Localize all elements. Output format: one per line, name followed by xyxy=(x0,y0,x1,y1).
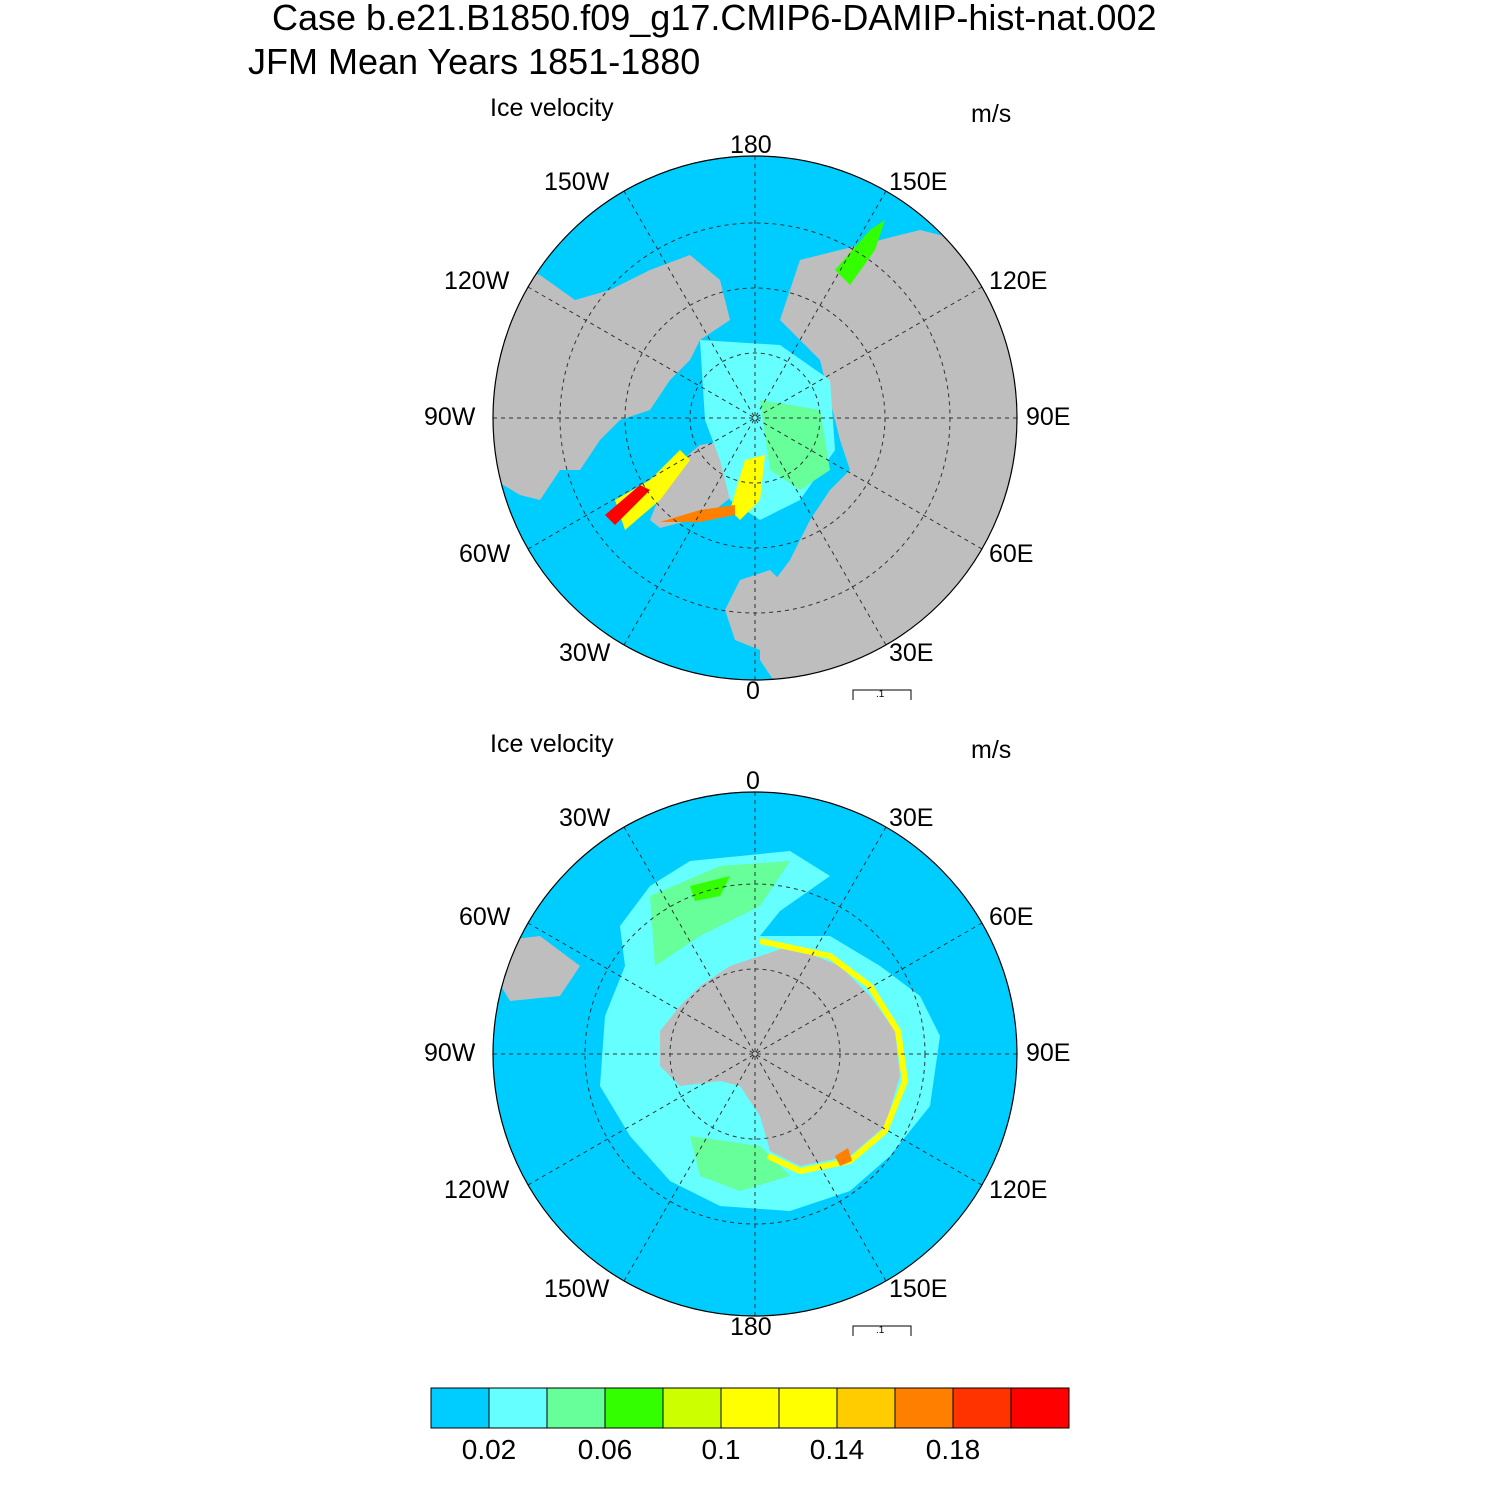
lon-label-ur1: 30E xyxy=(889,804,934,832)
north-polar-panel: Ice velocity m/s xyxy=(0,0,1500,705)
arctic-ice-mid xyxy=(760,400,830,490)
weddell-ice-mid xyxy=(650,861,790,966)
map-border xyxy=(492,791,1018,1317)
north-america-land xyxy=(493,255,730,500)
bering-ice-green xyxy=(835,220,885,285)
colorbar-tick-label: 0.18 xyxy=(925,1434,981,1465)
coastal-ice-yellow xyxy=(759,938,909,1175)
plot-title-line1: Case b.e21.B1850.f09_g17.CMIP6-DAMIP-his… xyxy=(272,0,1157,38)
colorbar xyxy=(430,1387,1070,1429)
ref-vector-label: .1 xyxy=(876,689,885,700)
lon-label-right: 90E xyxy=(1026,403,1071,431)
fram-strait-orange xyxy=(660,505,735,522)
lon-label-left: 90W xyxy=(424,403,476,431)
antarctica-land xyxy=(660,946,900,1166)
lon-label-ul1: 150W xyxy=(544,168,610,196)
panel-left-label: Ice velocity xyxy=(490,94,614,122)
graticule xyxy=(493,156,1017,680)
ross-ice-mid xyxy=(690,1136,790,1191)
panel-units-label: m/s xyxy=(971,736,1012,764)
lon-label-bottom: 180 xyxy=(730,1313,772,1341)
colorbar-tick-label: 0.1 xyxy=(701,1434,741,1465)
colorbar-tick-label: 0.02 xyxy=(461,1434,517,1465)
plot-title-line2: JFM Mean Years 1851-1880 xyxy=(248,41,701,82)
colorbar-box xyxy=(488,1387,548,1429)
colorbar-box xyxy=(430,1387,490,1429)
lon-label-lr1: 120E xyxy=(989,1176,1048,1204)
colorbar-box xyxy=(720,1387,780,1429)
weddell-ice-green xyxy=(690,876,730,901)
lon-label-ll2: 150W xyxy=(544,1275,610,1303)
colorbar-box xyxy=(662,1387,722,1429)
colorbar-box xyxy=(778,1387,838,1429)
lon-label-ll1: 120W xyxy=(444,1176,510,1204)
lon-label-ul1: 30W xyxy=(559,804,611,832)
map-border xyxy=(492,155,1018,681)
transpolar-drift-yellow xyxy=(730,455,765,520)
panel-units-label: m/s xyxy=(971,100,1012,128)
lon-label-top: 180 xyxy=(730,131,772,159)
ref-vector-box xyxy=(852,1325,912,1336)
lon-label-right: 90E xyxy=(1026,1039,1071,1067)
south-polar-panel: Ice velocity m/s xyxy=(0,636,1500,1341)
colorbar-box xyxy=(546,1387,606,1429)
lon-label-ur2: 60E xyxy=(989,903,1034,931)
lon-label-ll1: 60W xyxy=(459,540,511,568)
eurasia-land xyxy=(760,230,1017,680)
baffin-ice-red xyxy=(605,485,650,525)
north-polar-map xyxy=(492,155,1018,700)
lon-label-lr2: 150E xyxy=(889,1275,948,1303)
colorbar-tick-label: 0.14 xyxy=(809,1434,865,1465)
lon-label-ur1: 150E xyxy=(889,168,948,196)
south-america-tip-land xyxy=(495,936,580,1001)
lon-label-lr2: 30E xyxy=(889,639,934,667)
ref-vector-box xyxy=(852,689,912,700)
colorbar-box xyxy=(836,1387,896,1429)
lon-label-ul2: 120W xyxy=(444,267,510,295)
colorbar-box xyxy=(894,1387,954,1429)
scandinavia-land xyxy=(725,570,790,650)
lon-label-left: 90W xyxy=(424,1039,476,1067)
panel-left-label: Ice velocity xyxy=(490,730,614,758)
lon-label-bottom: 0 xyxy=(746,677,760,705)
graticule xyxy=(493,792,1017,1316)
coastal-ice-orange xyxy=(835,1148,852,1166)
colorbar-box xyxy=(952,1387,1012,1429)
baffin-ice-yellow xyxy=(615,450,690,530)
lon-label-ur2: 120E xyxy=(989,267,1048,295)
colorbar-box xyxy=(604,1387,664,1429)
colorbar-box xyxy=(1010,1387,1070,1429)
south-polar-map xyxy=(492,791,1018,1336)
ref-vector-label: .1 xyxy=(876,1325,885,1336)
lon-label-lr1: 60E xyxy=(989,540,1034,568)
lon-label-ul2: 60W xyxy=(459,903,511,931)
lon-label-ll2: 30W xyxy=(559,639,611,667)
colorbar-tick-label: 0.06 xyxy=(577,1434,633,1465)
lon-label-top: 0 xyxy=(746,767,760,795)
